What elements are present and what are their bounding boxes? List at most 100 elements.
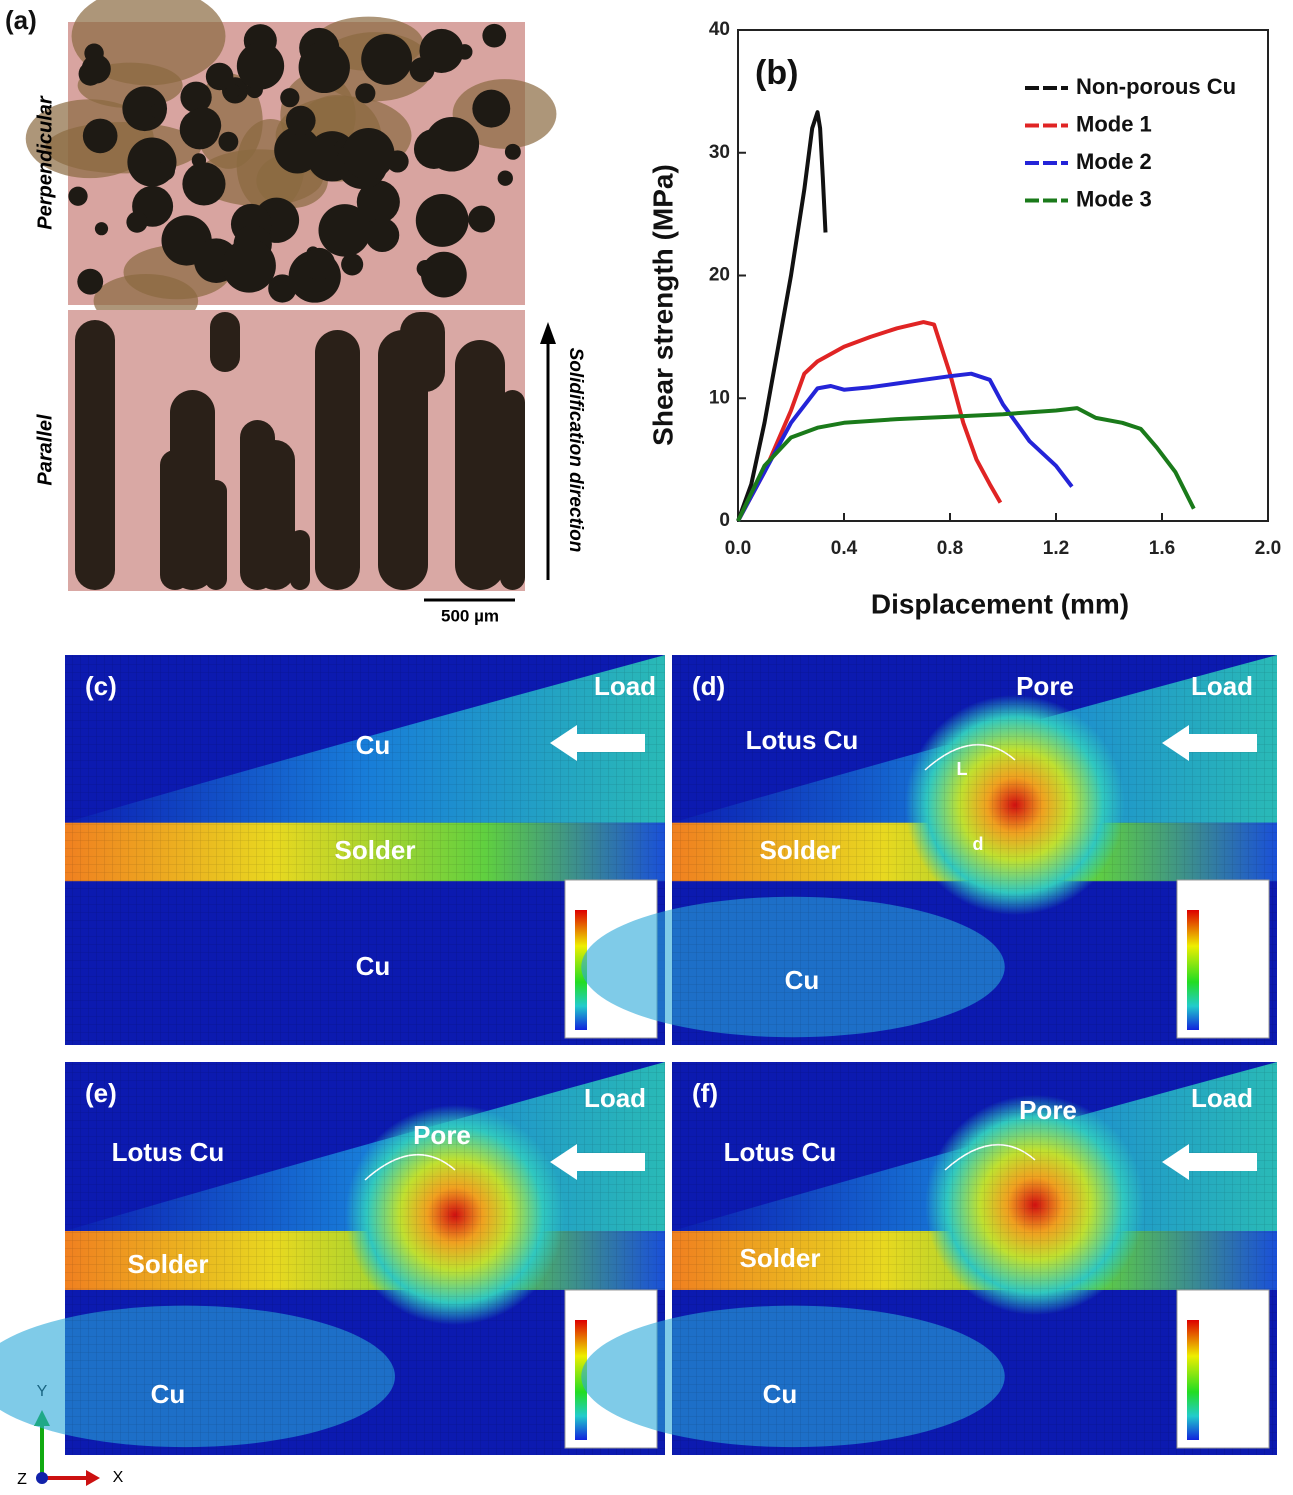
pore [298, 41, 350, 94]
y-tick-label: 30 [709, 142, 730, 163]
pore [303, 247, 336, 280]
pore [185, 107, 222, 143]
x-tick-label: 2.0 [1255, 538, 1281, 559]
pore [318, 204, 371, 257]
pore-channel [290, 530, 310, 590]
scale-bar-label: 500 µm [441, 606, 499, 625]
load-arrow [575, 1153, 645, 1171]
region-label: L [957, 759, 968, 779]
load-arrow-head [550, 1144, 577, 1180]
pore-channel [170, 390, 215, 590]
matrix-shade [71, 0, 226, 86]
pore [285, 105, 316, 136]
pore [222, 238, 276, 293]
load-arrow [575, 734, 645, 752]
pore [94, 222, 109, 236]
load-arrow-head [1162, 1144, 1189, 1180]
pore-channel [455, 340, 505, 590]
pore-channel [378, 330, 428, 590]
panel-label: (f) [692, 1078, 718, 1108]
pore [482, 23, 507, 48]
region-label: Pore [413, 1120, 471, 1150]
pore [468, 205, 496, 233]
x-tick-label: 0.8 [937, 538, 963, 559]
axis-label: X [113, 1469, 124, 1486]
pore [68, 186, 88, 206]
pore-channel [500, 390, 525, 590]
arrow-head [86, 1470, 100, 1486]
pore [416, 259, 435, 278]
region-label: Lotus Cu [112, 1137, 225, 1167]
pore [472, 89, 511, 128]
pore [126, 211, 148, 233]
pore [365, 218, 400, 253]
pore [225, 83, 241, 99]
x-tick-label: 1.2 [1043, 538, 1069, 559]
pore-channel [400, 312, 445, 392]
pore [413, 129, 454, 169]
contour-legend-bar [1187, 1320, 1199, 1440]
pore [180, 81, 212, 113]
pore [236, 42, 285, 90]
pore [355, 83, 376, 104]
region-label: Load [1191, 1083, 1253, 1113]
fem-panel: (c) Load Cu Solder Cu [65, 655, 665, 1045]
y-tick-label: 10 [709, 387, 730, 408]
pore [82, 118, 118, 154]
orientation-label: Parallel [34, 414, 56, 486]
region-label: Cu [356, 730, 391, 760]
fem-panel: (d) Pore Load Lotus Cu L Solder d Cu [581, 655, 1277, 1045]
x-tick-label: 0.4 [831, 538, 858, 559]
pore-channel [315, 330, 360, 590]
pore [182, 162, 226, 206]
region-label: Load [584, 1083, 646, 1113]
pore [205, 62, 234, 91]
pore-channel [255, 440, 295, 590]
pores [25, 0, 557, 328]
region-label: d [973, 834, 984, 854]
axis-label: Z [17, 1471, 27, 1488]
legend-label: Mode 2 [1076, 149, 1152, 174]
pore-channel [205, 480, 227, 590]
pore [274, 127, 321, 174]
region-label: Solder [335, 835, 416, 865]
panel-label: (c) [85, 671, 117, 701]
data-line [736, 371, 1074, 522]
x-tick-label: 0.0 [725, 538, 751, 559]
pore [150, 103, 166, 119]
pore [504, 143, 521, 160]
load-arrow [1187, 734, 1257, 752]
pore [155, 161, 175, 181]
contour-legend-bar [575, 1320, 587, 1440]
mesh [672, 1062, 1277, 1455]
region-label: Cu [151, 1379, 186, 1409]
pore [419, 28, 464, 73]
load-arrow [1187, 1153, 1257, 1171]
y-tick-label: 40 [709, 19, 730, 40]
pore [81, 54, 111, 84]
y-axis-label: Shear strength (MPa) [647, 164, 678, 446]
mesh [672, 655, 1277, 1045]
z-axis-dot [36, 1472, 48, 1484]
contour-legend-bar [1187, 910, 1199, 1030]
y-tick-label: 20 [709, 265, 730, 286]
panel-label: (b) [755, 54, 798, 92]
region-label: Cu [356, 951, 391, 981]
region-label: Load [594, 671, 656, 701]
data-line [736, 406, 1196, 522]
plot-frame [737, 29, 1269, 522]
pore [415, 194, 469, 247]
region-label: Pore [1019, 1095, 1077, 1125]
pore [361, 34, 413, 85]
load-arrow-head [550, 725, 577, 761]
pore [386, 150, 409, 173]
pore [280, 88, 300, 108]
region-label: Lotus Cu [724, 1137, 837, 1167]
region-label: Lotus Cu [746, 725, 859, 755]
data-line [736, 320, 1003, 522]
panel-label: (e) [85, 1078, 117, 1108]
arrow-head [540, 322, 556, 344]
x-axis-label: Displacement (mm) [871, 588, 1129, 619]
pore [356, 180, 400, 224]
